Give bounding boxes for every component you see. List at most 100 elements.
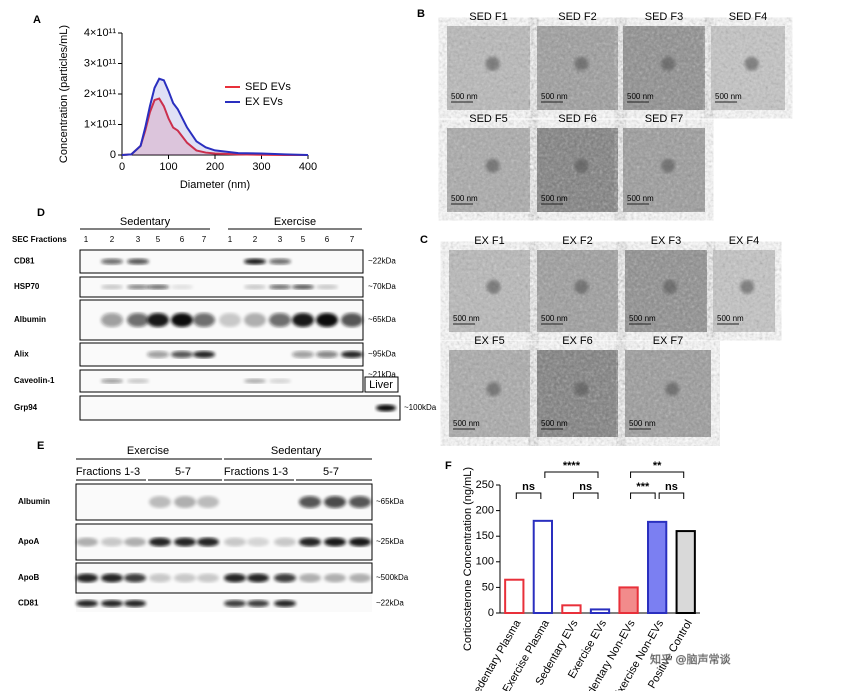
size-label: ~21kDa (368, 370, 396, 379)
panel-letter: F (445, 460, 452, 472)
group-label: Sedentary (120, 216, 171, 228)
tem-particle (663, 279, 678, 294)
lane-label: 3 (278, 235, 283, 244)
image-label: EX F3 (651, 235, 682, 247)
band (174, 537, 196, 547)
x-tick-label: 200 (206, 161, 224, 173)
subgroup-label: Fractions 1-3 (76, 466, 140, 478)
scale-bar-label: 500 nm (629, 314, 656, 323)
band (376, 404, 396, 412)
image-label: SED F5 (469, 113, 508, 125)
x-tick-label: 0 (119, 161, 125, 173)
bar (561, 604, 582, 615)
lane-label: 7 (350, 235, 355, 244)
tem-image: 500 nm (623, 128, 705, 212)
liver-label: Liver (369, 379, 393, 391)
band (269, 258, 291, 265)
band (316, 313, 338, 327)
band (349, 496, 371, 508)
scale-bar-label: 500 nm (453, 419, 480, 428)
series-area (122, 78, 308, 155)
band (127, 378, 149, 384)
y-tick-label: 2×10¹¹ (84, 88, 116, 100)
band (247, 600, 269, 607)
band (269, 378, 291, 384)
band (324, 573, 346, 583)
y-tick-label: 0 (488, 607, 494, 619)
y-tick-label: 3×10¹¹ (84, 57, 116, 69)
image-label: SED F7 (645, 113, 684, 125)
band (316, 351, 338, 358)
legend-label: EX EVs (245, 96, 283, 108)
band (101, 378, 123, 384)
sig-label: ns (665, 481, 678, 493)
row-label: ApoB (18, 573, 40, 582)
band (174, 573, 196, 583)
tem-particle (744, 56, 759, 71)
tem-particle (661, 158, 676, 173)
band (101, 258, 123, 265)
y-tick-label: 200 (476, 505, 494, 517)
band (349, 537, 371, 547)
size-label: ~65kDa (376, 497, 404, 506)
tem-image: 500 nm (537, 350, 618, 437)
sig-label: ** (653, 460, 662, 472)
row-label: Alix (14, 350, 29, 359)
tem-image: 500 nm (537, 26, 618, 110)
band (197, 573, 219, 583)
tem-image: 500 nm (537, 128, 618, 212)
band (292, 351, 314, 358)
bar (647, 520, 668, 615)
band (274, 600, 296, 607)
image-label: SED F1 (469, 11, 508, 23)
tem-image: 500 nm (711, 26, 785, 110)
size-label: ~95kDa (368, 350, 396, 359)
band (247, 537, 269, 547)
band (247, 573, 269, 583)
tem-particle (485, 158, 500, 173)
subgroup-label: Fractions 1-3 (224, 466, 288, 478)
row-label: Albumin (18, 497, 50, 506)
tem-image: 500 nm (449, 350, 530, 437)
band (174, 496, 196, 508)
band (274, 537, 296, 547)
scale-bar-label: 500 nm (541, 194, 568, 203)
band (224, 600, 246, 607)
lane-label: 2 (110, 235, 115, 244)
lane-label: 6 (180, 235, 185, 244)
group-label: Exercise (127, 445, 169, 457)
sig-bracket (630, 492, 656, 499)
row-label: HSP70 (14, 282, 40, 291)
tem-image: 500 nm (625, 250, 707, 332)
band (219, 313, 241, 327)
scale-bar-label: 500 nm (627, 194, 654, 203)
watermark: 知乎 @脑声常谈 (650, 652, 731, 666)
sig-bracket (658, 492, 685, 499)
tem-particle (486, 382, 501, 397)
tem-image: 500 nm (623, 26, 705, 110)
tem-particle (574, 279, 589, 294)
size-label: ~65kDa (368, 315, 396, 324)
y-tick-label: 4×10¹¹ (84, 27, 116, 39)
y-axis-label: Corticosterone Concentration (ng/mL) (462, 467, 474, 651)
band (244, 284, 266, 290)
band (193, 313, 215, 327)
band (244, 258, 266, 265)
lane-label: 6 (325, 235, 330, 244)
band (124, 573, 146, 583)
band (147, 351, 169, 358)
lane-label: 5 (301, 235, 306, 244)
band (127, 258, 149, 265)
band (324, 496, 346, 508)
tem-image: 500 nm (625, 350, 711, 437)
sig-bracket (544, 471, 599, 478)
lane-label: 7 (202, 235, 207, 244)
sig-label: ns (579, 481, 592, 493)
band (193, 351, 215, 358)
band (299, 573, 321, 583)
y-tick-label: 100 (476, 556, 494, 568)
lane-label: 2 (253, 235, 258, 244)
band (299, 496, 321, 508)
band (149, 573, 171, 583)
